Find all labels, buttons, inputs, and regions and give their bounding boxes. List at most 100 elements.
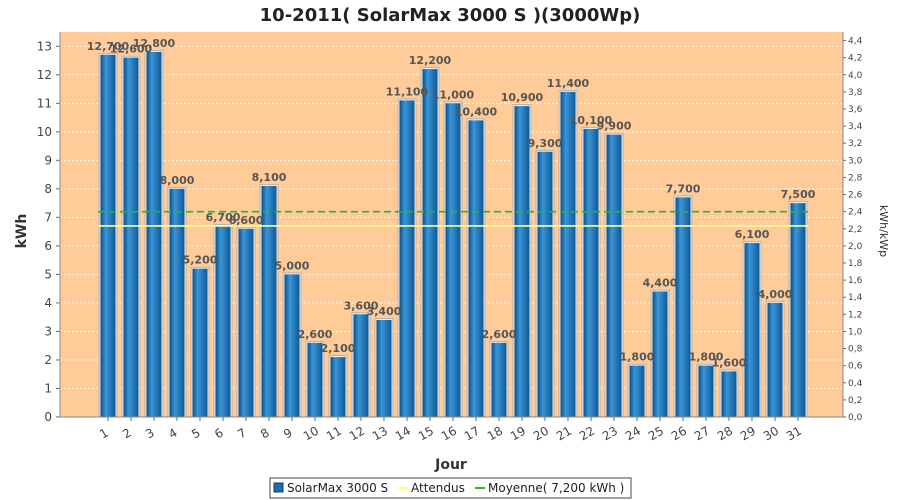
data-label: 6,100 <box>735 228 770 241</box>
y-tick-label-right: 2,2 <box>848 225 862 235</box>
y-tick-label-right: 4,0 <box>848 71 863 81</box>
x-tick-label: 12 <box>347 424 367 444</box>
x-tick-label: 11 <box>324 424 344 444</box>
data-label: 4,400 <box>643 277 678 290</box>
data-label: 9,900 <box>597 120 632 133</box>
y-tick-label: 11 <box>37 96 52 110</box>
y-tick-label-right: 3,8 <box>848 88 863 98</box>
x-tick-label: 4 <box>166 426 180 442</box>
y-tick-label-right: 0,4 <box>848 379 863 389</box>
data-label: 1,600 <box>712 356 747 369</box>
data-label: 6,700 <box>206 211 241 224</box>
bar <box>422 69 438 418</box>
legend: SolarMax 3000 S Attendus Moyenne( 7,200 … <box>269 477 632 499</box>
y-tick-label-right: 4,2 <box>848 54 862 64</box>
bar <box>284 274 300 417</box>
y-tick-label-right: 3,4 <box>848 122 863 132</box>
data-label: 2,100 <box>321 342 356 355</box>
bar <box>261 186 277 417</box>
bar <box>652 291 668 417</box>
y-tick-label: 0 <box>44 410 52 424</box>
axes <box>56 32 846 421</box>
x-tick-label: 5 <box>189 426 203 442</box>
y-tick-label-right: 2,8 <box>848 173 863 183</box>
data-label: 6,600 <box>229 214 264 227</box>
bar <box>790 203 806 417</box>
legend-swatch-series <box>273 482 284 493</box>
x-tick-label: 9 <box>281 426 295 442</box>
legend-moyenne: Moyenne( 7,200 kWh ) <box>488 481 624 495</box>
data-label: 12,600 <box>110 43 153 56</box>
y-tick-label: 4 <box>44 296 52 310</box>
y-tick-label: 6 <box>44 239 52 253</box>
chart-title: 10-2011( SolarMax 3000 S )(3000Wp) <box>260 5 641 26</box>
bar <box>169 188 185 417</box>
y-tick-label-right: 1,0 <box>848 327 863 337</box>
x-tick-label: 6 <box>212 426 226 442</box>
x-tick-label: 26 <box>669 424 689 444</box>
x-tick-label: 18 <box>485 424 505 444</box>
data-label: 5,000 <box>275 259 310 272</box>
bar <box>376 320 392 417</box>
x-tick-label: 21 <box>554 424 574 444</box>
data-label: 2,600 <box>482 328 517 341</box>
x-tick-label: 22 <box>577 424 597 444</box>
legend-attendus: Attendus <box>411 481 465 495</box>
bar <box>514 106 530 418</box>
data-label: 4,000 <box>758 288 793 301</box>
bar <box>744 243 760 417</box>
data-label: 11,000 <box>432 88 475 101</box>
bar <box>399 100 415 417</box>
y-tick-label: 7 <box>44 210 52 224</box>
y-tick-label: 9 <box>44 153 52 167</box>
y-tick-label-right: 1,2 <box>848 310 862 320</box>
y-tick-label: 3 <box>44 324 52 338</box>
y-tick-label-right: 1,4 <box>848 293 863 303</box>
data-label: 3,600 <box>344 299 379 312</box>
bar <box>537 151 553 417</box>
reference-lines <box>98 210 808 227</box>
y-tick-label-right: 0,0 <box>848 413 863 423</box>
x-tick-label: 3 <box>143 426 157 442</box>
x-axis-label: Jour <box>434 457 467 473</box>
data-label: 8,000 <box>160 174 195 187</box>
y-tick-label: 1 <box>44 381 52 395</box>
x-tick-label: 29 <box>738 424 758 444</box>
x-ticks: 1 2 3 4 5 6 7 8 9 10 11 12 13 14 15 16 17 18 19 20 21 22 23 24 2… <box>97 424 804 444</box>
y-tick-label: 8 <box>44 182 52 196</box>
data-label: 2,600 <box>298 328 333 341</box>
bar <box>721 371 737 417</box>
bar <box>445 103 461 417</box>
bar <box>491 342 507 417</box>
y-tick-label-right: 3,6 <box>848 105 863 115</box>
bar <box>606 134 622 417</box>
x-tick-label: 7 <box>235 426 249 442</box>
y-tick-label-right: 4,4 <box>848 37 863 47</box>
x-tick-label: 24 <box>623 424 643 444</box>
x-tick-label: 13 <box>370 424 390 444</box>
y-tick-label: 12 <box>37 68 52 82</box>
bar <box>583 128 599 418</box>
data-label: 7,700 <box>666 182 701 195</box>
bar <box>307 342 323 417</box>
y-tick-label: 10 <box>37 125 52 139</box>
data-label: 10,900 <box>501 91 544 104</box>
x-tick-label: 20 <box>531 424 551 444</box>
bar <box>353 314 369 417</box>
x-tick-label: 19 <box>508 424 528 444</box>
bar <box>123 57 139 418</box>
data-label: 10,100 <box>570 114 613 127</box>
bar <box>192 268 208 417</box>
x-tick-label: 31 <box>784 424 804 444</box>
x-tick-label: 16 <box>439 424 459 444</box>
x-tick-label: 2 <box>120 426 134 442</box>
y-tick-label-right: 0,6 <box>848 362 863 372</box>
data-label: 11,100 <box>386 85 429 98</box>
data-label: 7,500 <box>781 188 816 201</box>
y-tick-label-right: 3,2 <box>848 139 862 149</box>
bar <box>629 365 645 417</box>
data-label: 12,800 <box>133 37 176 50</box>
